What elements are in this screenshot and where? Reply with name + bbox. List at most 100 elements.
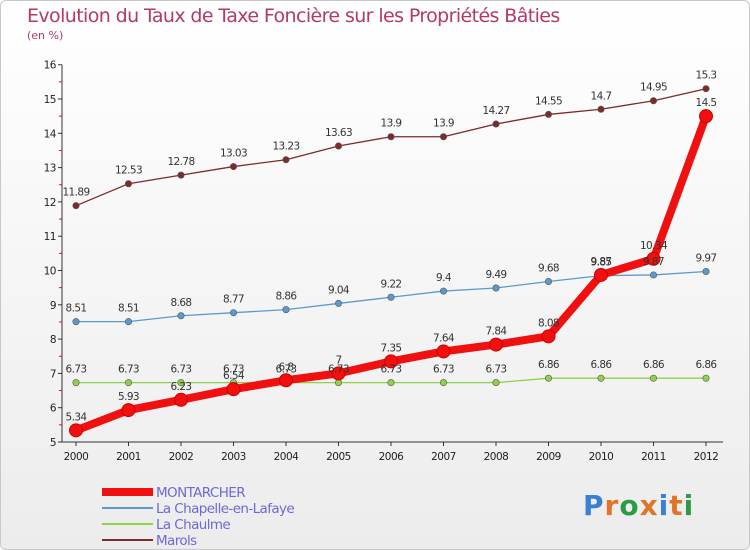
axes: 5 6 7 8 9 10 11 12 13 14 15 16 2000 2001 2002 2003 2004 2… <box>44 60 723 463</box>
data-point <box>702 85 710 93</box>
x-tick-label: 2011 <box>641 451 666 463</box>
data-label: 6.73 <box>223 364 244 376</box>
proxiti-logo: Proxiti <box>583 489 694 522</box>
data-point <box>649 97 657 105</box>
data-point <box>121 403 136 418</box>
data-point <box>439 379 447 387</box>
data-point <box>699 109 713 124</box>
data-label: 14.27 <box>482 105 509 117</box>
data-point <box>489 337 503 352</box>
data-point <box>174 392 188 407</box>
data-point <box>387 133 395 141</box>
data-label: 6.86 <box>643 359 665 371</box>
logo-letter: r <box>604 489 620 522</box>
data-point <box>230 309 238 317</box>
legend-label: Marols <box>156 533 197 549</box>
data-point <box>492 379 500 387</box>
y-tick-label: 8 <box>50 334 56 346</box>
data-point <box>597 105 605 113</box>
data-point <box>597 374 605 382</box>
data-label: 6.73 <box>118 364 139 376</box>
data-label: 9.4 <box>436 272 452 284</box>
x-tick-label: 2008 <box>484 451 509 463</box>
data-point <box>387 379 395 387</box>
data-label: 6.73 <box>276 364 297 376</box>
data-point <box>702 374 710 382</box>
data-label: 7.35 <box>381 342 402 354</box>
data-label: 9.87 <box>591 256 612 268</box>
logo-letter: t <box>669 489 684 522</box>
data-label: 7.84 <box>486 326 508 338</box>
x-tick-label: 2005 <box>326 451 351 463</box>
data-label: 14.7 <box>591 90 612 102</box>
data-label: 14.95 <box>640 82 667 94</box>
y-tick-label: 15 <box>44 94 56 106</box>
data-label: 9.68 <box>538 262 559 274</box>
series-0 <box>69 109 713 438</box>
y-tick-label: 10 <box>44 266 56 278</box>
data-label: 9.49 <box>486 269 507 281</box>
data-point <box>177 379 185 387</box>
data-point <box>334 299 342 307</box>
data-label: 6.73 <box>381 364 402 376</box>
data-point <box>125 318 133 326</box>
series-2 <box>72 374 710 387</box>
data-label: 12.78 <box>167 156 194 168</box>
x-tick-label: 2001 <box>116 451 141 463</box>
x-tick-label: 2000 <box>64 451 89 463</box>
data-label: 12.53 <box>115 165 142 177</box>
data-point <box>125 379 133 387</box>
data-label: 13.23 <box>272 141 299 153</box>
data-point <box>282 306 290 314</box>
logo-letter: P <box>583 489 605 522</box>
y-tick-label: 5 <box>50 437 56 449</box>
legend-label: La Chapelle-en-Lafaye <box>156 501 294 517</box>
x-tick-label: 2012 <box>694 451 719 463</box>
legend-label: MONTARCHER <box>156 485 245 501</box>
data-label: 6.73 <box>433 364 454 376</box>
x-tick-label: 2009 <box>536 451 561 463</box>
legend-label: La Chaulme <box>156 517 230 533</box>
y-tick-label: 6 <box>50 403 57 415</box>
data-point <box>649 271 657 279</box>
data-label: 6.86 <box>696 359 718 371</box>
chart-title: Evolution du Taux de Taxe Foncière sur l… <box>27 5 560 27</box>
data-label: 8.51 <box>118 303 139 315</box>
data-label: 8.68 <box>171 297 192 309</box>
data-point <box>282 156 290 164</box>
x-tick-label: 2007 <box>431 451 456 463</box>
y-tick-label: 9 <box>50 300 56 312</box>
series-line <box>75 88 707 207</box>
data-point <box>492 284 500 292</box>
x-tick-label: 2003 <box>221 451 246 463</box>
y-tick-label: 13 <box>44 163 56 175</box>
data-label: 6.23 <box>171 381 192 393</box>
data-label: 13.9 <box>381 118 402 130</box>
data-point <box>226 382 241 397</box>
chart-subtitle: (en %) <box>27 29 64 42</box>
data-point <box>702 268 710 276</box>
data-point <box>387 293 395 301</box>
data-point <box>646 251 661 266</box>
y-tick-label: 16 <box>44 60 57 72</box>
data-label: 6.73 <box>486 364 507 376</box>
data-label: 9.87 <box>643 256 664 268</box>
data-label: 9.85 <box>591 257 612 269</box>
data-point <box>125 180 133 188</box>
data-point <box>72 318 80 326</box>
data-point <box>436 344 451 359</box>
data-label: 11.89 <box>62 187 89 199</box>
data-point <box>492 120 500 128</box>
data-point <box>334 142 342 150</box>
data-label: 8.86 <box>276 291 298 303</box>
data-point <box>544 374 552 382</box>
data-point <box>544 277 552 285</box>
data-point <box>649 374 657 382</box>
x-tick-label: 2006 <box>379 451 405 463</box>
data-label: 13.03 <box>220 148 247 160</box>
logo-letter: o <box>619 489 640 522</box>
data-point <box>177 312 185 320</box>
data-point <box>331 366 346 381</box>
